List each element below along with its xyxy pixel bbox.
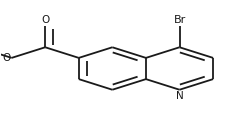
Text: N: N — [175, 91, 183, 101]
Text: O: O — [41, 15, 49, 25]
Text: Br: Br — [173, 15, 185, 25]
Text: O: O — [2, 53, 10, 63]
